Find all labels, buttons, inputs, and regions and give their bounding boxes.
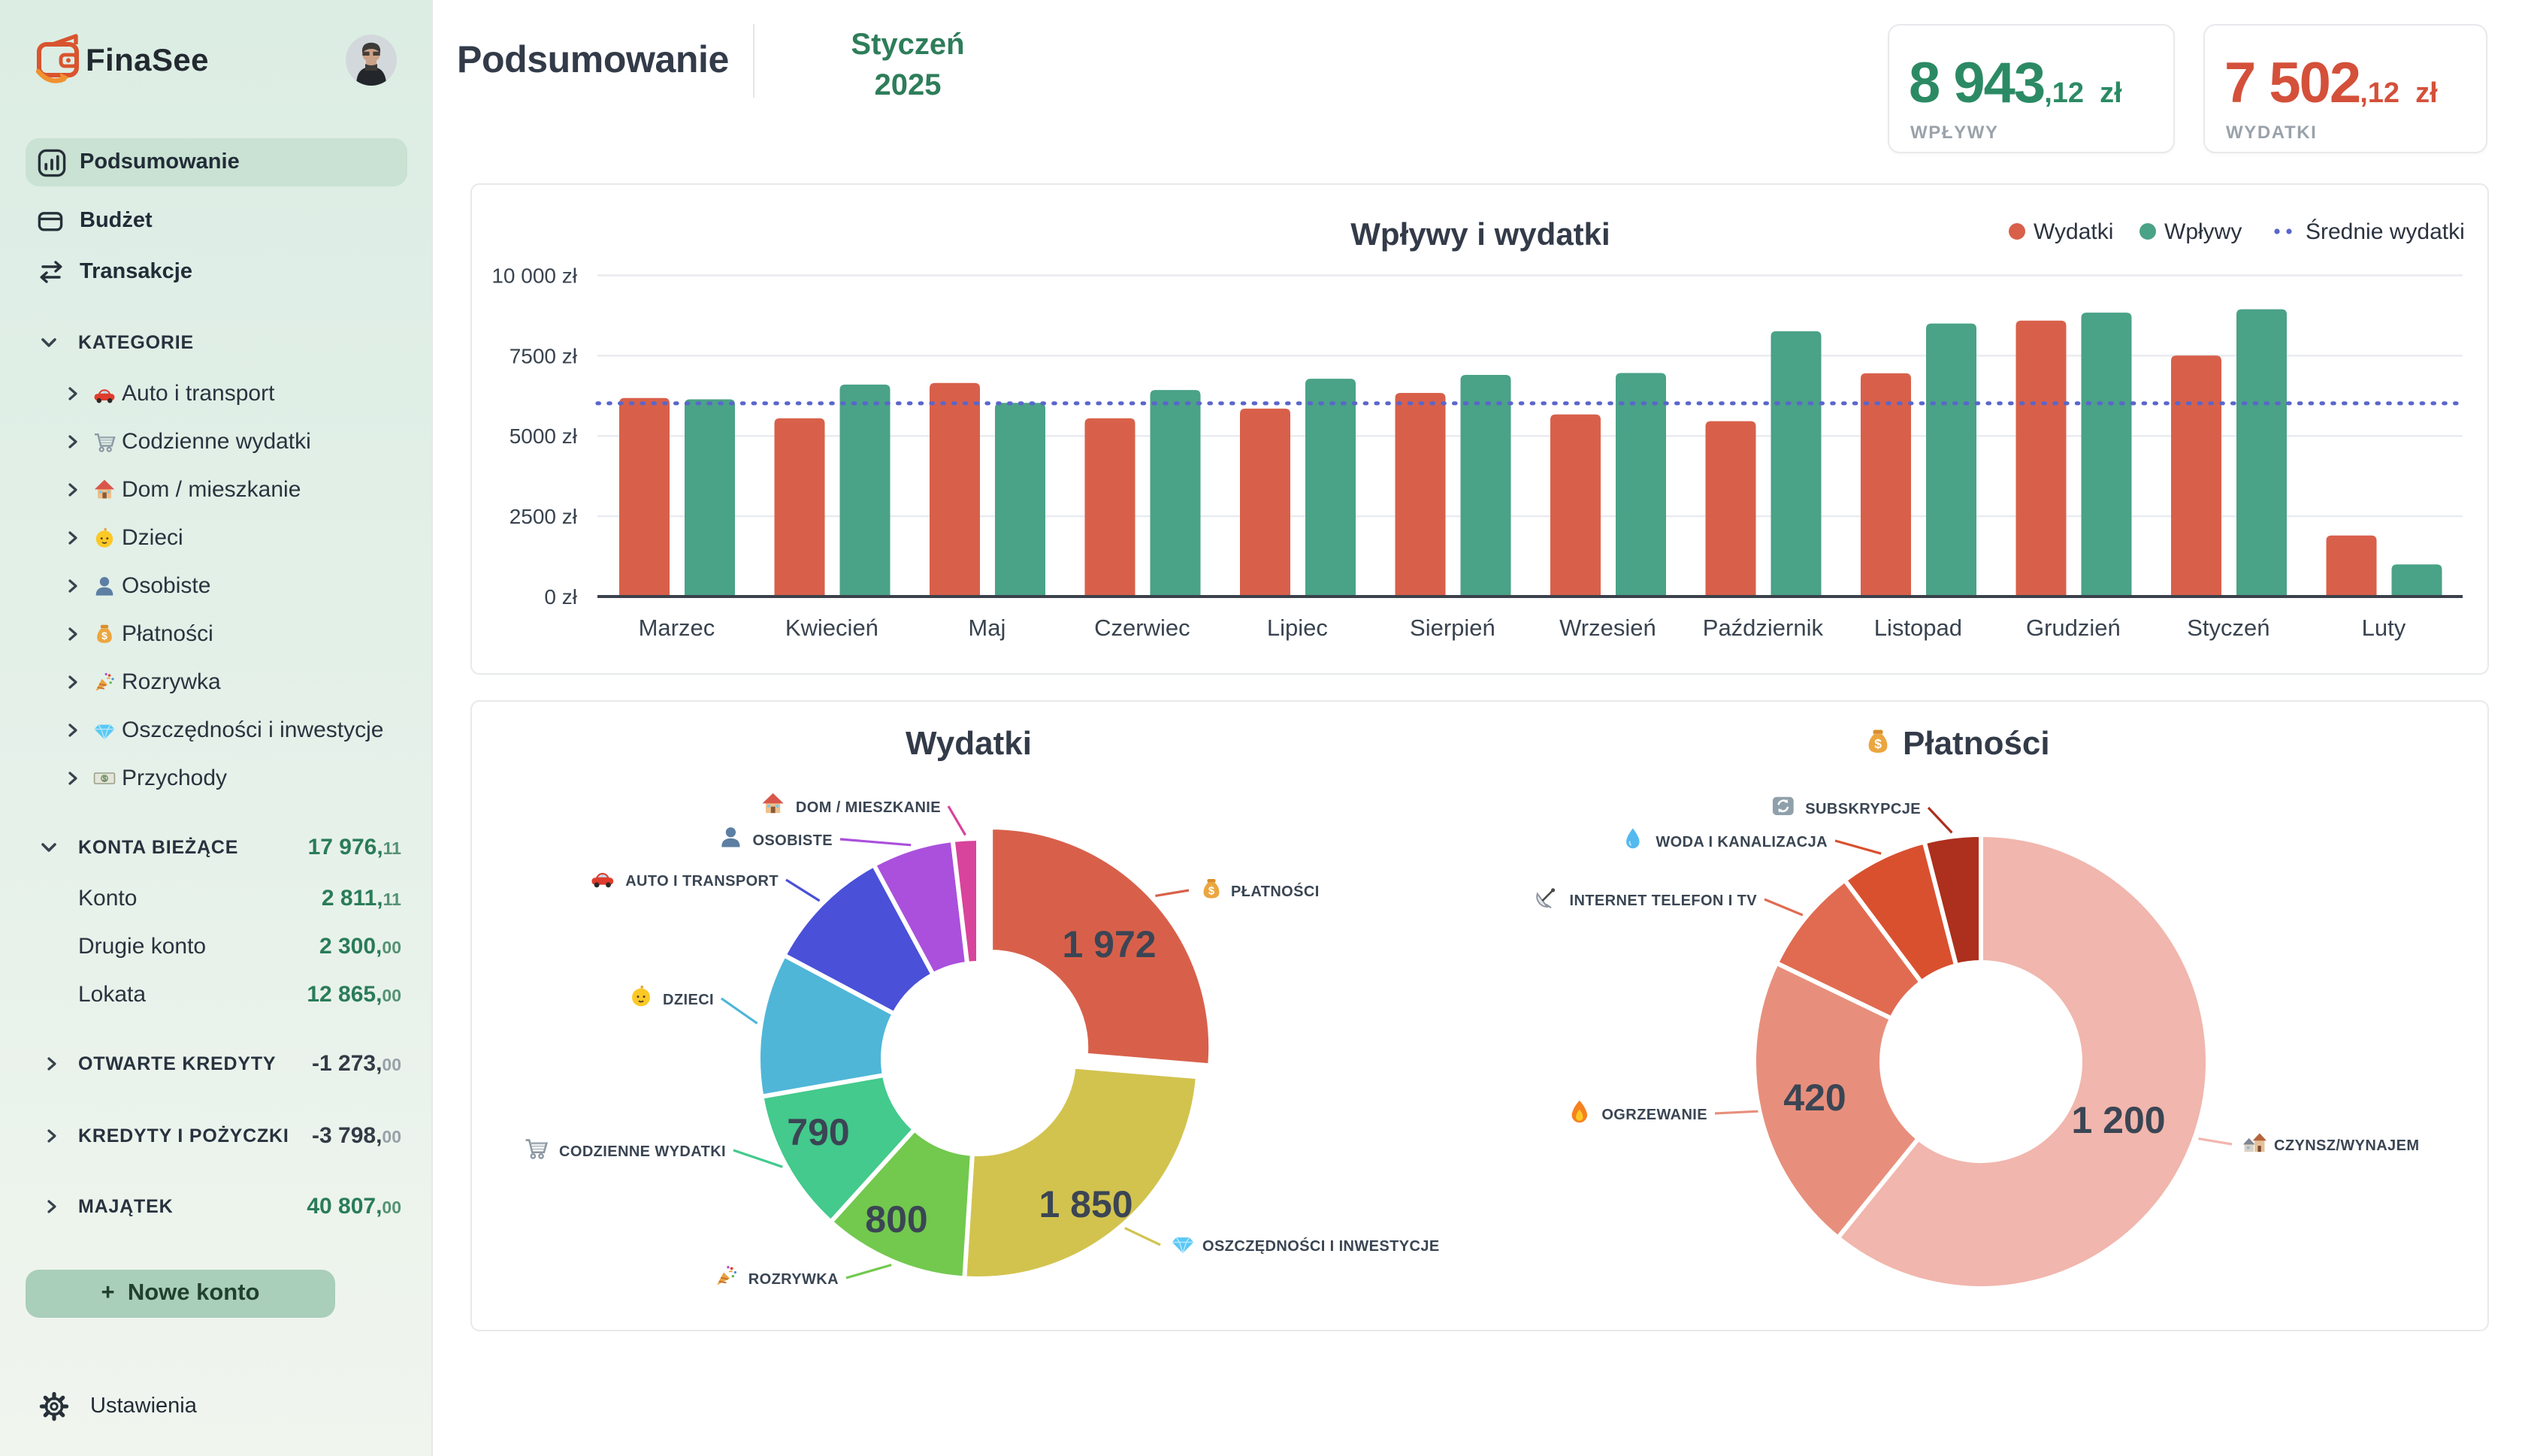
svg-text:WODA I KANALIZACJA: WODA I KANALIZACJA: [1656, 833, 1828, 850]
svg-text:Wydatki: Wydatki: [2034, 219, 2113, 244]
svg-text:Wrzesień: Wrzesień: [1559, 615, 1656, 641]
svg-text:PŁATNOŚCI: PŁATNOŚCI: [1231, 881, 1320, 899]
svg-text:Wydatki: Wydatki: [906, 724, 1032, 761]
svg-text:10 000 zł: 10 000 zł: [491, 264, 577, 288]
svg-text:7500 zł: 7500 zł: [510, 344, 578, 367]
svg-text:DZIECI: DZIECI: [663, 991, 714, 1007]
svg-text:Październik: Październik: [1703, 615, 1824, 641]
svg-text:AUTO I TRANSPORT: AUTO I TRANSPORT: [625, 872, 779, 889]
svg-text:OSZCZĘDNOŚCI I INWESTYCJE: OSZCZĘDNOŚCI I INWESTYCJE: [1202, 1236, 1440, 1254]
svg-text:Średnie wydatki: Średnie wydatki: [2306, 219, 2465, 244]
svg-text:OSOBISTE: OSOBISTE: [752, 832, 833, 848]
svg-text:$: $: [1208, 884, 1215, 896]
svg-text:CZYNSZ/WYNAJEM: CZYNSZ/WYNAJEM: [2274, 1137, 2419, 1153]
svg-text:Płatności: Płatności: [1903, 724, 2050, 761]
svg-text:0 zł: 0 zł: [544, 585, 577, 609]
svg-text:1 972: 1 972: [1062, 923, 1156, 965]
svg-text:$: $: [1874, 736, 1882, 751]
svg-text:2500 zł: 2500 zł: [510, 505, 578, 528]
svg-text:Marzec: Marzec: [639, 615, 715, 641]
svg-text:$: $: [102, 775, 106, 782]
svg-text:OGRZEWANIE: OGRZEWANIE: [1601, 1106, 1707, 1122]
svg-text:DOM / MIESZKANIE: DOM / MIESZKANIE: [796, 799, 941, 815]
svg-text:1 850: 1 850: [1039, 1183, 1132, 1225]
svg-text:Grudzień: Grudzień: [2026, 615, 2121, 641]
svg-text:CODZIENNE WYDATKI: CODZIENNE WYDATKI: [559, 1143, 726, 1159]
svg-text:Maj: Maj: [968, 615, 1005, 641]
svg-text:Listopad: Listopad: [1874, 615, 1962, 641]
svg-text:420: 420: [1783, 1076, 1846, 1118]
svg-text:Luty: Luty: [2362, 615, 2406, 641]
svg-text:INTERNET TELEFON I TV: INTERNET TELEFON I TV: [1569, 892, 1757, 908]
svg-text:Wpływy: Wpływy: [2164, 219, 2242, 244]
svg-text:Wpływy i wydatki: Wpływy i wydatki: [1350, 216, 1610, 252]
svg-text:Lipiec: Lipiec: [1267, 615, 1328, 641]
svg-text:ROZRYWKA: ROZRYWKA: [748, 1270, 839, 1287]
svg-text:800: 800: [865, 1198, 927, 1240]
svg-text:Styczeń: Styczeń: [2187, 615, 2269, 641]
svg-text:1 200: 1 200: [2071, 1098, 2165, 1140]
svg-text:$: $: [101, 629, 107, 641]
svg-text:Czerwiec: Czerwiec: [1094, 615, 1190, 641]
svg-text:790: 790: [787, 1110, 849, 1152]
svg-text:Sierpień: Sierpień: [1410, 615, 1495, 641]
svg-text:SUBSKRYPCJE: SUBSKRYPCJE: [1805, 800, 1921, 817]
svg-text:5000 zł: 5000 zł: [510, 424, 578, 448]
svg-text:Kwiecień: Kwiecień: [785, 615, 878, 641]
